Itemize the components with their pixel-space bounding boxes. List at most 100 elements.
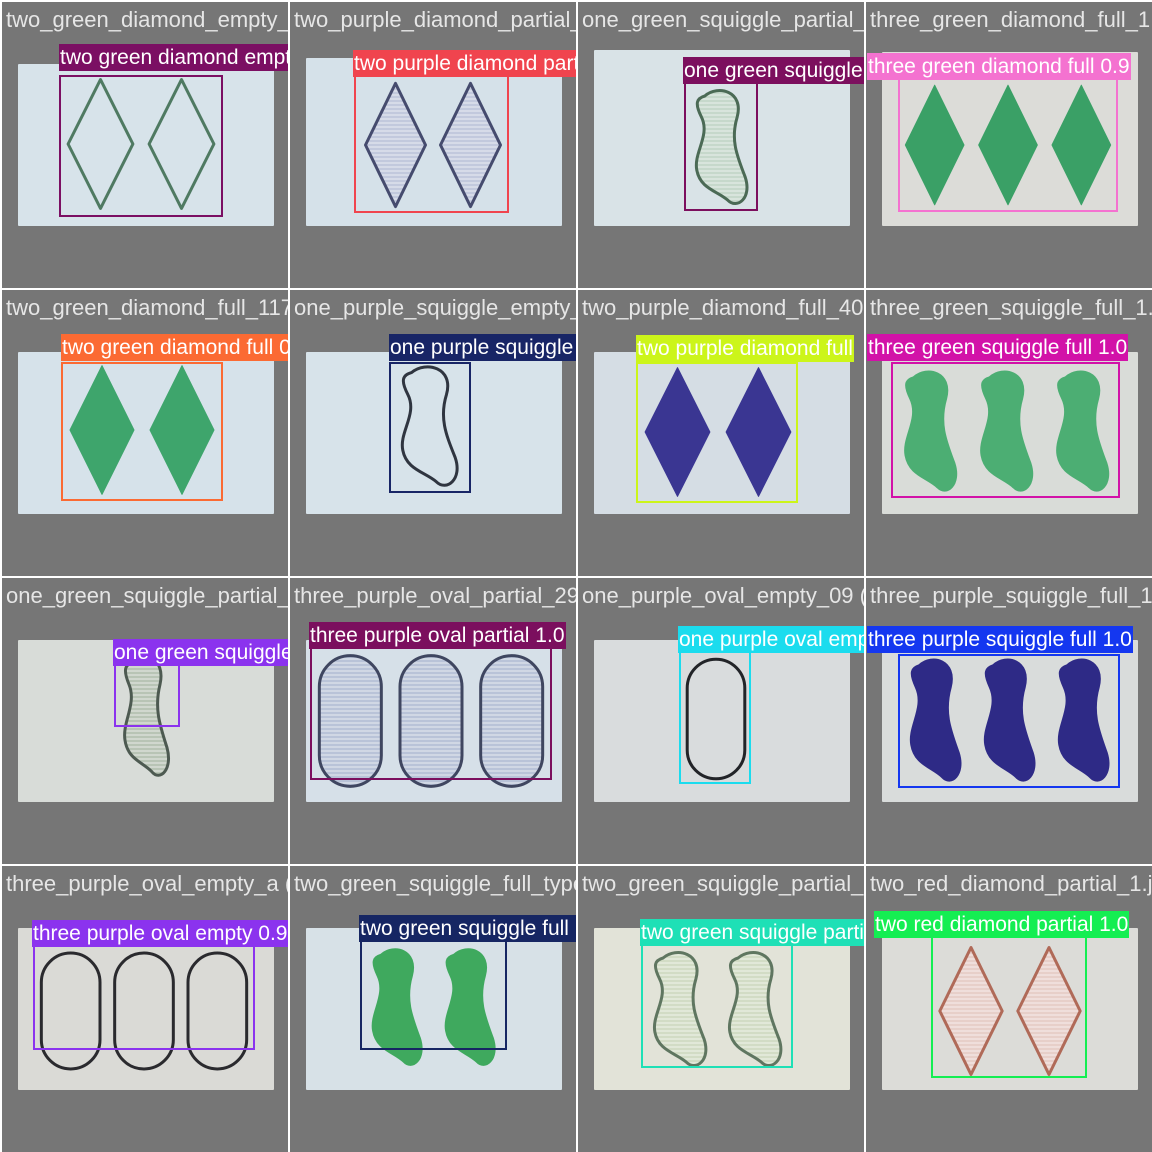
squiggle-shape (123, 655, 170, 777)
squiggle-shape (652, 951, 708, 1068)
detection-box (389, 362, 471, 493)
card-shapes (652, 951, 783, 1068)
detection-box (310, 635, 552, 780)
mosaic-cell: three_purple_oval_empty_a (4).jpg three p… (2, 866, 288, 1152)
detection-label: two green squiggle full 1.0 (359, 915, 576, 942)
squiggle-shape (371, 948, 423, 1066)
detection-box (679, 642, 751, 784)
detection-box (61, 362, 223, 501)
detection-box (891, 362, 1120, 498)
card-shapes (685, 657, 747, 781)
card-photo (594, 640, 850, 802)
detection-box (684, 80, 758, 211)
detection-label: two purple diamond full (636, 335, 854, 362)
mosaic-cell: one_purple_oval_empty_09 (63).jpg one pur… (578, 578, 864, 864)
card-shapes (66, 78, 216, 210)
cell-filename: one_green_squiggle_partial_160.jpg (582, 7, 864, 32)
detection-label: three green diamond full 0.9 (867, 53, 1131, 80)
cell-filename: two_red_diamond_partial_1.jpg (870, 871, 1152, 896)
card-photo (882, 928, 1138, 1090)
diamond-shape (364, 81, 427, 209)
card-shapes (644, 367, 792, 497)
squiggle-shape (909, 658, 962, 782)
squiggle-shape (694, 89, 749, 206)
mosaic-cell: two_green_squiggle_full_type (98).jpg two… (290, 866, 576, 1152)
cell-filename: three_purple_squiggle_full_1.jpg (870, 583, 1152, 608)
detection-box (898, 654, 1120, 788)
cell-filename: three_green_squiggle_full_1.jpg (870, 295, 1152, 320)
card-photo (594, 928, 850, 1090)
detection-label: three purple squiggle full 1.0 (867, 626, 1133, 653)
card-shapes (938, 946, 1082, 1076)
card-shapes (400, 365, 459, 487)
card-shapes (69, 365, 215, 495)
squiggle-shape (983, 658, 1036, 782)
card-photo (306, 352, 562, 514)
diamond-shape (147, 78, 216, 210)
detection-box (898, 78, 1118, 212)
cell-filename: two_green_squiggle_full_type (98).jpg (294, 871, 576, 896)
diamond-shape (938, 946, 1004, 1076)
card-shapes (364, 81, 502, 209)
squiggle-shape (400, 365, 459, 487)
squiggle-shape (1057, 658, 1110, 782)
cell-filename: two_green_squiggle_partial_175.jpg (582, 871, 864, 896)
card-shapes (904, 370, 1110, 492)
squiggle-shape (727, 951, 783, 1068)
card-shapes (694, 89, 749, 206)
squiggle-shape (980, 370, 1034, 492)
cell-filename: two_green_diamond_empty_1366.jpg (6, 7, 288, 32)
cell-filename: three_green_diamond_full_1.jpg (870, 7, 1152, 32)
card-shapes (371, 948, 496, 1066)
cell-filename: one_purple_squiggle_empty_82.jpg (294, 295, 576, 320)
diamond-shape (725, 367, 792, 497)
card-shapes (123, 655, 170, 777)
detection-label: two green squiggle partial (640, 919, 864, 946)
diamond-shape (904, 84, 965, 206)
card-shapes (909, 658, 1110, 782)
mosaic-cell: one_purple_squiggle_empty_82.jpgone purp… (290, 290, 576, 576)
detection-label: one green squiggle empty 0.4 (113, 639, 288, 666)
detection-label: one purple oval empty (678, 626, 864, 653)
detection-label: three purple oval empty 0.9 (32, 920, 288, 947)
detection-box (354, 75, 509, 213)
detection-label: one purple squiggle empty (389, 334, 576, 361)
detection-label: two red diamond partial 1.0 (874, 911, 1130, 938)
card-photo (18, 352, 274, 514)
card-shapes (904, 84, 1112, 206)
diamond-shape (644, 367, 711, 497)
detection-label: three green squiggle full 1.0 (867, 334, 1129, 361)
oval-shape (186, 951, 249, 1071)
squiggle-shape (904, 370, 958, 492)
diamond-shape (1051, 84, 1112, 206)
oval-shape (39, 951, 102, 1071)
diamond-shape (1016, 946, 1082, 1076)
detection-label: two green diamond empty 0.9 (59, 44, 288, 71)
card-shapes (39, 951, 249, 1071)
squiggle-shape (1056, 370, 1110, 492)
detection-box (636, 362, 798, 503)
detection-box (360, 926, 507, 1050)
cell-filename: three_purple_oval_partial_295.jpg (294, 583, 576, 608)
squiggle-shape (444, 948, 496, 1066)
card-photo (306, 928, 562, 1090)
card-photo (306, 58, 562, 226)
oval-shape (113, 951, 175, 1071)
cell-filename: two_green_diamond_full_117.jpg (6, 295, 288, 320)
diamond-shape (439, 81, 502, 209)
detection-label: one green squiggle partial (683, 57, 864, 84)
cell-filename: one_purple_oval_empty_09 (63).jpg (582, 583, 864, 608)
diamond-shape (149, 365, 215, 495)
diamond-shape (66, 78, 135, 210)
oval-shape (685, 657, 747, 781)
diamond-shape (978, 84, 1038, 206)
